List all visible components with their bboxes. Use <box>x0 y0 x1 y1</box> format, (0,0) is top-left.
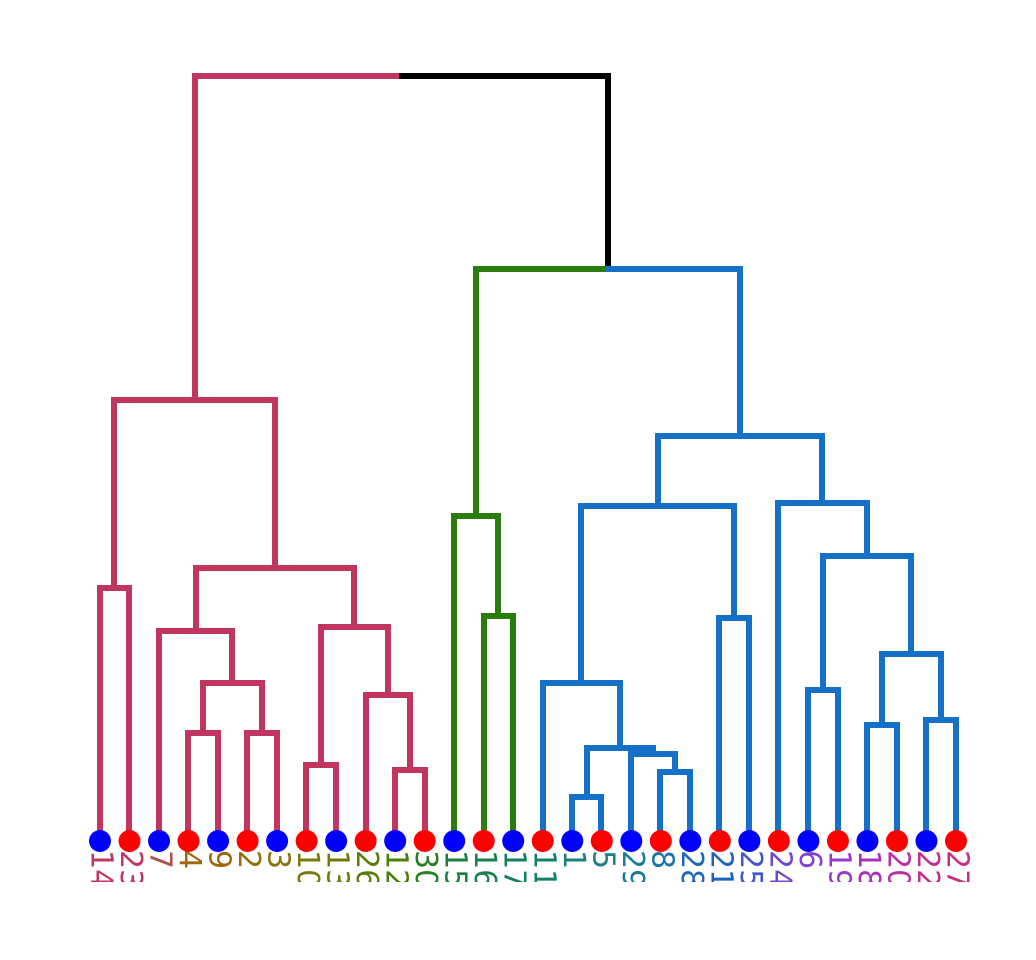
leaf-dot <box>295 830 318 852</box>
leaf-dot <box>679 830 702 852</box>
leaf-dot <box>767 830 790 852</box>
leaf-label: 11 <box>526 850 561 888</box>
leaf-dot <box>413 830 436 852</box>
leaf-label: 8 <box>644 850 679 869</box>
leaf-labels: 1423749231013261230151617111529828212524… <box>84 850 975 888</box>
leaf-dot <box>826 830 849 852</box>
leaf-label: 3 <box>261 850 296 869</box>
leaf-dot <box>708 830 731 852</box>
leaf-dot <box>561 830 584 852</box>
leaf-dot <box>118 830 141 852</box>
leaf-dot <box>89 830 111 852</box>
leaf-dot <box>590 830 613 852</box>
leaf-dot <box>325 830 348 852</box>
leaf-dot <box>236 830 259 852</box>
leaf-label: 6 <box>792 850 827 869</box>
branch <box>97 73 428 843</box>
leaf-label: 4 <box>172 850 207 869</box>
leaf-label: 17 <box>497 850 532 888</box>
leaf-label: 7 <box>143 850 178 869</box>
leaf-dot <box>472 830 495 852</box>
leaf-dot <box>915 830 938 852</box>
leaf-label: 23 <box>113 850 148 888</box>
leaf-dot <box>738 830 761 852</box>
leaf-label: 20 <box>880 850 915 888</box>
leaf-label: 9 <box>202 850 237 869</box>
leaf-dot <box>885 830 908 852</box>
leaf-label: 25 <box>733 850 768 888</box>
leaf-label: 14 <box>84 850 119 888</box>
leaf-label: 26 <box>349 850 384 888</box>
leaf-dot <box>620 830 643 852</box>
leaf-dot <box>649 830 672 852</box>
leaf-dot <box>207 830 230 852</box>
leaf-label: 29 <box>615 850 650 888</box>
leaf-label: 1 <box>556 850 591 869</box>
leaf-label: 13 <box>320 850 355 888</box>
leaf-dot <box>531 830 554 852</box>
leaf-label: 24 <box>762 850 797 888</box>
leaf-label: 22 <box>910 850 945 888</box>
leaf-dot <box>856 830 879 852</box>
leaf-dot <box>945 830 967 852</box>
leaf-dot <box>797 830 820 852</box>
branch <box>399 73 611 272</box>
leaf-label: 30 <box>408 850 443 888</box>
leaf-dot <box>354 830 377 852</box>
leaf-label: 19 <box>821 850 856 888</box>
branch <box>451 266 611 843</box>
leaf-dot <box>177 830 200 852</box>
leaf-label: 18 <box>851 850 886 888</box>
leaf-label: 28 <box>674 850 709 888</box>
leaf-dot <box>148 830 171 852</box>
leaf-label: 12 <box>379 850 414 888</box>
leaf-label: 27 <box>940 850 975 888</box>
branch <box>540 266 959 843</box>
leaf-label: 2 <box>231 850 266 869</box>
leaf-dot <box>502 830 525 852</box>
leaf-dot <box>384 830 407 852</box>
leaf-label: 21 <box>703 850 738 888</box>
leaf-label: 16 <box>467 850 502 888</box>
leaf-dot <box>443 830 466 852</box>
leaf-label: 15 <box>438 850 473 888</box>
leaf-label: 10 <box>290 850 325 888</box>
leaf-dot <box>266 830 289 852</box>
leaf-label: 5 <box>585 850 620 869</box>
